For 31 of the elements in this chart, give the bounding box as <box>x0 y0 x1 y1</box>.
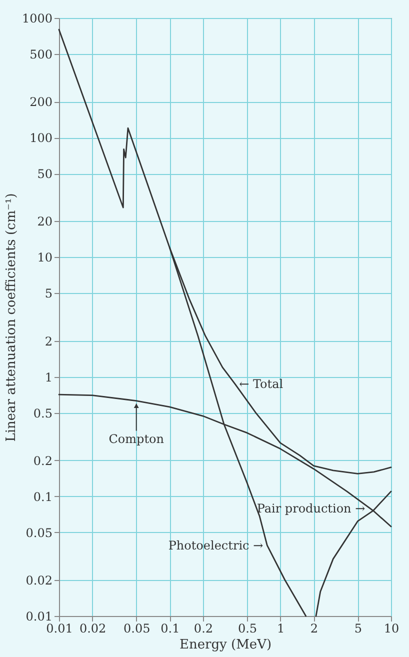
y-tick-label: 2 <box>44 334 52 348</box>
y-tick-label: 1 <box>44 370 52 384</box>
y-tick-label: 0.01 <box>26 610 52 624</box>
y-tick-label: 0.1 <box>33 490 52 504</box>
x-tick-label: 10 <box>384 622 400 636</box>
x-tick-label: 5 <box>354 622 362 636</box>
x-tick-label: 1 <box>277 622 285 636</box>
y-tick-label: 1000 <box>22 12 52 26</box>
x-tick-label: 0.1 <box>160 622 180 636</box>
annotation: ← Total <box>239 377 284 392</box>
x-axis-title: Energy (MeV) <box>179 638 272 652</box>
x-tick-label: 0.2 <box>194 622 214 636</box>
y-tick-label: 0.02 <box>26 573 52 588</box>
y-tick-label: 500 <box>30 48 52 62</box>
x-tick-label: 2 <box>310 622 318 636</box>
y-tick-label: 0.2 <box>33 454 52 468</box>
y-tick-label: 5 <box>44 286 52 301</box>
y-tick-label: 100 <box>30 131 52 146</box>
y-tick-label: 200 <box>30 95 52 110</box>
y-tick-label: 10 <box>37 250 52 265</box>
y-tick-label: 20 <box>37 214 52 229</box>
y-tick-label: 0.5 <box>33 406 52 420</box>
annotation: Pair production → <box>256 502 366 516</box>
y-tick-label: 0.05 <box>26 526 52 540</box>
x-tick-label: 0.02 <box>79 622 106 636</box>
x-tick-label: 0.05 <box>123 622 150 636</box>
x-tick-label: 0.5 <box>238 622 258 636</box>
y-axis-title: Linear attenuation coefficients (cm⁻¹) <box>4 193 19 442</box>
annotation: Photoelectric → <box>168 538 264 552</box>
annotation: Compton <box>108 432 164 446</box>
y-tick-label: 50 <box>37 167 52 182</box>
